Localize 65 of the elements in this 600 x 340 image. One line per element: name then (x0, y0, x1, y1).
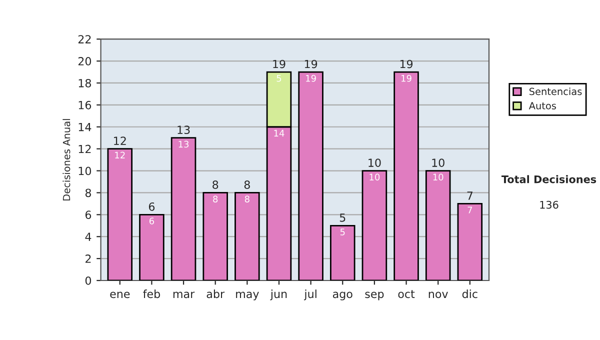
y-tick-label: 6 (85, 210, 92, 220)
data-label: 6 (149, 218, 154, 224)
bar (330, 224, 356, 280)
x-tick-label: ago (332, 292, 352, 300)
bar (457, 202, 483, 280)
data-label: 10 (433, 174, 444, 181)
total-label: 10 (432, 158, 444, 167)
x-tick-label: oct (398, 290, 415, 298)
y-tick-label: 10 (78, 166, 92, 176)
data-label: 19 (306, 74, 316, 82)
y-tick-label: 2 (86, 254, 91, 263)
y-tick-label: 0 (85, 276, 92, 285)
bar (234, 192, 260, 280)
data-label: 12 (115, 152, 125, 158)
bar (202, 192, 228, 280)
x-tick-label: nov (428, 292, 448, 298)
x-tick-label: may (236, 292, 259, 300)
total-label: 6 (148, 202, 155, 211)
legend-label: Sentencias (529, 88, 582, 96)
data-label: 7 (468, 206, 472, 214)
bar (170, 137, 196, 280)
x-tick-label: sep (365, 292, 384, 300)
total-label: 13 (178, 126, 190, 134)
data-label: 5 (276, 75, 282, 82)
text: 136 (540, 200, 558, 209)
y-axis-title: Decisiones Anual (62, 119, 70, 200)
x-tick-label: dic (462, 290, 478, 298)
text: Total Decisiones (501, 175, 596, 184)
data-label: 10 (370, 174, 380, 181)
bar (425, 170, 451, 280)
bar (139, 214, 164, 280)
data-label: 13 (178, 140, 189, 148)
total-label: 5 (340, 214, 346, 222)
total-label: 7 (467, 192, 472, 200)
total-label: 12 (114, 136, 126, 145)
data-label: 8 (213, 196, 218, 202)
bar (298, 71, 324, 280)
data-label: 8 (244, 196, 250, 202)
legend-label: Autos (528, 102, 556, 110)
x-tick-label: abr (206, 290, 225, 298)
x-tick-label: ene (110, 292, 130, 298)
x-tick-label: feb (143, 290, 160, 298)
total-label: 10 (368, 158, 381, 167)
data-label: 5 (340, 228, 345, 236)
total-label: 19 (273, 60, 286, 68)
y-tick-label: 18 (78, 78, 92, 88)
total-label: 19 (400, 60, 413, 68)
total-label: 19 (304, 60, 318, 68)
y-tick-label: 8 (85, 188, 92, 198)
x-tick-label: jun (270, 290, 287, 300)
y-tick-label: 22 (78, 35, 91, 44)
x-tick-label: mar (173, 292, 195, 298)
data-label: 14 (274, 130, 284, 136)
y-tick-label: 16 (78, 100, 92, 110)
data-label: 19 (402, 74, 412, 82)
bar (107, 148, 133, 280)
bar (394, 71, 419, 280)
y-tick-label: 12 (78, 144, 91, 154)
y-tick-label: 4 (85, 232, 92, 241)
bar (362, 170, 388, 280)
total-label: 8 (212, 180, 218, 189)
x-tick-label: jul (304, 290, 316, 300)
total-label: 8 (244, 180, 250, 189)
y-tick-label: 14 (78, 123, 92, 132)
y-tick-label: 20 (78, 57, 92, 66)
